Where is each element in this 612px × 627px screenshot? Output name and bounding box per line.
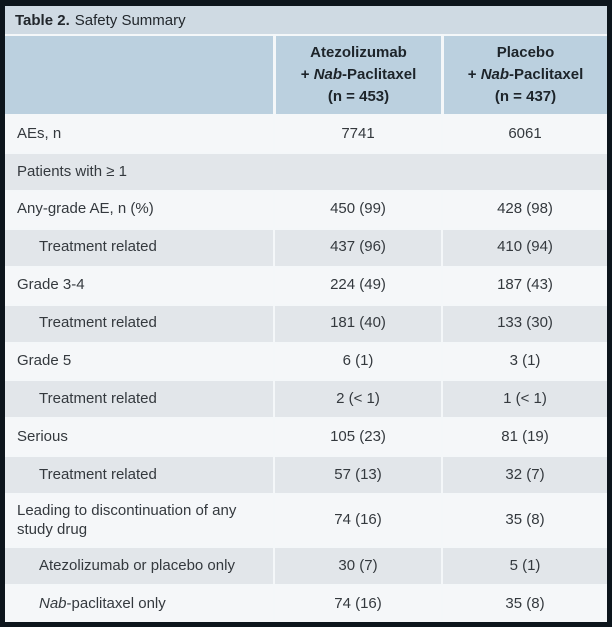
- value-cell-atezolizumab: 105 (23): [273, 419, 441, 456]
- header-line1: Placebo: [496, 44, 555, 62]
- row-label-cell: Grade 3-4: [17, 276, 85, 294]
- header-empty-cell: [5, 36, 273, 114]
- row-label-cell: Leading to discontinuation of any study …: [5, 495, 273, 546]
- value-cell-placebo: 1 (< 1): [441, 381, 607, 418]
- table-row-nab-paclitaxel-only: Nab -paclitaxel only 74 (16) 35 (8): [5, 584, 607, 623]
- row-label-cell: Treatment related: [39, 465, 157, 483]
- value-cell-placebo: 32 (7): [441, 457, 607, 494]
- row-label-italic: Nab: [39, 594, 67, 612]
- value-cell-placebo: 3 (1): [441, 343, 607, 380]
- row-label-cell: Atezolizumab or placebo only: [39, 556, 235, 574]
- row-label: -paclitaxel only: [66, 594, 166, 612]
- row-label-cell: Serious: [17, 427, 68, 445]
- value-cell-atezolizumab: 7741: [273, 116, 441, 152]
- header-line2-italic: Nab: [313, 66, 343, 84]
- header-col-atezolizumab-label: Atezolizumab + Nab-Paclitaxel (n = 453): [301, 42, 417, 107]
- row-label: Leading to discontinuation of any study …: [17, 501, 237, 538]
- value-cell-atezolizumab: 437 (96): [273, 229, 441, 266]
- table-row-atezolizumab-or-placebo-only: Atezolizumab or placebo only 30 (7) 5 (1…: [5, 546, 607, 585]
- header-line3: (n = 453): [327, 87, 390, 105]
- header-line2-italic: Nab: [480, 66, 510, 84]
- value-cell-atezolizumab: 450 (99): [273, 191, 441, 228]
- header-line2-pre: +: [300, 66, 314, 84]
- table-row-any-grade-ae: Any-grade AE, n (%) 450 (99) 428 (98): [5, 189, 607, 228]
- header-line2-post: -Paclitaxel: [509, 66, 584, 84]
- table-title-bar: Table 2. Safety Summary: [5, 6, 607, 36]
- table-row-grade-5: Grade 5 6 (1) 3 (1): [5, 341, 607, 380]
- value-cell-atezolizumab: 181 (40): [273, 305, 441, 342]
- table-header-row: Atezolizumab + Nab-Paclitaxel (n = 453) Pl…: [5, 36, 607, 114]
- table-row-grade-3-4: Grade 3-4 224 (49) 187 (43): [5, 265, 607, 304]
- table-row-treatment-related-serious: Treatment related 57 (13) 32 (7): [5, 455, 607, 494]
- value-cell-placebo: 35 (8): [441, 586, 607, 623]
- header-line1: Atezolizumab: [310, 44, 407, 62]
- table-row-serious: Serious 105 (23) 81 (19): [5, 417, 607, 456]
- value-cell-atezolizumab: 30 (7): [273, 548, 441, 585]
- value-cell-placebo: 428 (98): [441, 191, 607, 228]
- header-col-placebo: Placebo + Nab-Paclitaxel (n = 437): [441, 36, 607, 114]
- value-cell-atezolizumab: 6 (1): [273, 343, 441, 380]
- row-label-cell: Treatment related: [39, 390, 157, 408]
- row-label-cell: Grade 5: [17, 352, 72, 370]
- row-label-cell: Any-grade AE, n (%): [17, 200, 154, 218]
- value-cell-placebo: 187 (43): [441, 267, 607, 304]
- value-cell-atezolizumab: 57 (13): [273, 457, 441, 494]
- value-cell-placebo: 5 (1): [441, 548, 607, 585]
- table-row-discontinuation: Leading to discontinuation of any study …: [5, 493, 607, 547]
- value-cell-atezolizumab: 74 (16): [273, 586, 441, 623]
- value-cell-placebo: 410 (94): [441, 229, 607, 266]
- header-line3: (n = 437): [494, 87, 557, 105]
- value-cell-atezolizumab: 2 (< 1): [273, 381, 441, 418]
- header-col-placebo-label: Placebo + Nab-Paclitaxel (n = 437): [468, 42, 584, 107]
- table-number: Table 2.: [15, 11, 70, 29]
- table-body: AEs, n 7741 6061 Patients with ≥ 1 Any-g…: [5, 114, 607, 623]
- value-cell-atezolizumab: 224 (49): [273, 267, 441, 304]
- value-cell-placebo: 6061: [441, 116, 607, 152]
- section-row-patients-with: Patients with ≥ 1: [5, 151, 607, 190]
- table-row-treatment-related-grade-5: Treatment related 2 (< 1) 1 (< 1): [5, 379, 607, 418]
- row-label-cell: Treatment related: [39, 314, 157, 332]
- header-line2-post: -Paclitaxel: [342, 66, 417, 84]
- header-line2-pre: +: [467, 66, 481, 84]
- section-label: Patients with ≥ 1: [17, 162, 127, 180]
- row-label-cell: AEs, n: [17, 124, 62, 142]
- value-cell-atezolizumab: 74 (16): [273, 495, 441, 547]
- value-cell-placebo: 81 (19): [441, 419, 607, 456]
- table-title-text: Safety Summary: [74, 11, 186, 29]
- table-row-treatment-related-grade-3-4: Treatment related 181 (40) 133 (30): [5, 303, 607, 342]
- row-label-cell: Treatment related: [39, 238, 157, 256]
- table-row-aes-n: AEs, n 7741 6061: [5, 114, 607, 152]
- value-cell-placebo: 133 (30): [441, 305, 607, 342]
- value-cell-placebo: 35 (8): [441, 495, 607, 547]
- row-label-cell: Nab -paclitaxel only: [5, 586, 273, 622]
- header-col-atezolizumab: Atezolizumab + Nab-Paclitaxel (n = 453): [273, 36, 441, 114]
- table-row-treatment-related-any-grade: Treatment related 437 (96) 410 (94): [5, 227, 607, 266]
